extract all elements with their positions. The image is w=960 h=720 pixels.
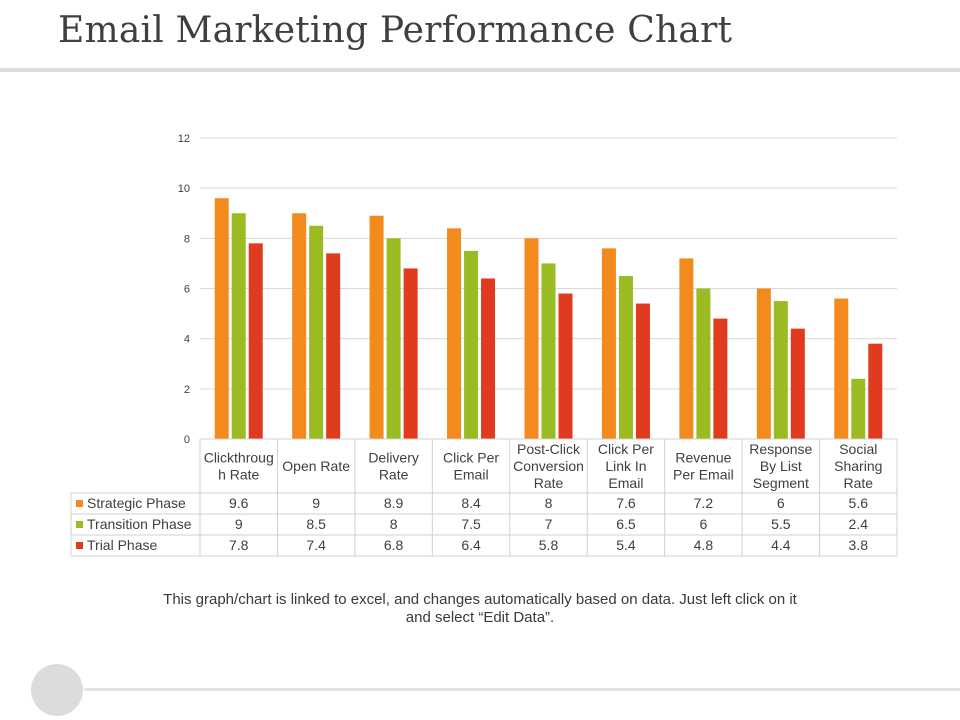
y-tick-label: 10 (178, 183, 190, 195)
bar-transition-phase (618, 275, 633, 439)
data-label: 7 (545, 516, 553, 532)
data-label: 6 (777, 495, 785, 511)
data-label: 7.2 (694, 495, 714, 511)
bar-trial-phase (635, 303, 650, 439)
category-label: Response (749, 441, 812, 457)
category-label: h Rate (218, 467, 259, 483)
data-label: 6.4 (461, 537, 481, 553)
data-label: 7.5 (461, 516, 481, 532)
legend-entry: Strategic Phase (87, 495, 186, 511)
title-divider (0, 68, 960, 72)
bar-strategic-phase (214, 198, 229, 439)
legend-entry: Transition Phase (87, 516, 192, 532)
data-label: 9 (235, 516, 243, 532)
legend-swatch (76, 500, 83, 507)
data-label: 7.4 (306, 537, 326, 553)
legend-entry: Trial Phase (87, 537, 158, 553)
legend-swatch (76, 542, 83, 549)
data-label: 9.6 (229, 495, 249, 511)
bar-transition-phase (851, 378, 866, 439)
y-tick-label: 8 (184, 233, 190, 245)
bar-strategic-phase (447, 228, 462, 439)
footer-divider (84, 688, 960, 691)
bar-strategic-phase (292, 213, 307, 439)
bar-trial-phase (248, 243, 263, 439)
category-label: Clickthroug (204, 450, 274, 466)
data-label: 5.6 (849, 495, 869, 511)
bar-trial-phase (868, 343, 883, 439)
bar-trial-phase (790, 328, 805, 439)
data-label: 5.8 (539, 537, 559, 553)
category-label: Per Email (673, 467, 734, 483)
data-label: 4.4 (771, 537, 791, 553)
bar-trial-phase (558, 293, 573, 439)
bar-transition-phase (386, 238, 401, 439)
bar-strategic-phase (834, 298, 849, 439)
bar-transition-phase (464, 250, 479, 439)
bar-strategic-phase (601, 248, 616, 439)
data-label: 5.5 (771, 516, 791, 532)
bar-strategic-phase (524, 238, 539, 439)
y-axis-ticks: 0 2 4 6 8 10 12 (178, 133, 190, 446)
y-tick-label: 6 (184, 284, 190, 296)
bar-transition-phase (231, 213, 246, 439)
bar-strategic-phase (369, 215, 384, 439)
category-label: Delivery (368, 450, 419, 466)
category-label: Email (608, 475, 643, 491)
bar-trial-phase (481, 278, 496, 439)
slide-title: Email Marketing Performance Chart (58, 10, 733, 51)
data-label: 8 (545, 495, 553, 511)
bar-transition-phase (541, 263, 556, 439)
data-label: 8.5 (306, 516, 326, 532)
category-label: Post-Click (517, 441, 581, 457)
category-label: Click Per (598, 441, 654, 457)
bar-strategic-phase (756, 288, 771, 439)
bar-trial-phase (326, 253, 341, 439)
data-label: 6.8 (384, 537, 404, 553)
data-label: 5.4 (616, 537, 636, 553)
bar-transition-phase (773, 301, 788, 439)
category-label: Email (454, 467, 489, 483)
category-label: Click Per (443, 450, 499, 466)
data-label: 8.9 (384, 495, 404, 511)
bar-transition-phase (696, 288, 711, 439)
bar-strategic-phase (679, 258, 694, 439)
category-label: Rate (843, 475, 873, 491)
data-label: 7.6 (616, 495, 636, 511)
category-label: Rate (379, 467, 409, 483)
bar-trial-phase (403, 268, 418, 439)
data-label: 9 (312, 495, 320, 511)
data-label: 6 (699, 516, 707, 532)
data-label: 7.8 (229, 537, 249, 553)
bar-trial-phase (713, 318, 728, 439)
category-label: Revenue (675, 450, 731, 466)
category-label: Social (839, 441, 877, 457)
y-tick-label: 12 (178, 133, 190, 145)
data-label: 8 (390, 516, 398, 532)
legend-swatch (76, 521, 83, 528)
category-label: Open Rate (282, 458, 350, 474)
footer-circle-decoration (31, 664, 83, 716)
chart-note: This graph/chart is linked to excel, and… (163, 591, 797, 626)
y-tick-label: 2 (184, 384, 190, 396)
data-label: 3.8 (849, 537, 869, 553)
data-label: 4.8 (694, 537, 714, 553)
category-label: Link In (605, 458, 646, 474)
data-label: 6.5 (616, 516, 636, 532)
data-label: 8.4 (461, 495, 481, 511)
chart-bars (214, 198, 883, 439)
category-label: Rate (534, 475, 564, 491)
y-tick-label: 0 (184, 434, 190, 446)
data-label: 2.4 (849, 516, 869, 532)
bar-transition-phase (309, 225, 324, 439)
category-label: Segment (753, 475, 809, 491)
category-label: Sharing (834, 458, 882, 474)
category-label: By List (760, 458, 802, 474)
category-label: Conversion (513, 458, 584, 474)
y-tick-label: 4 (184, 334, 190, 346)
